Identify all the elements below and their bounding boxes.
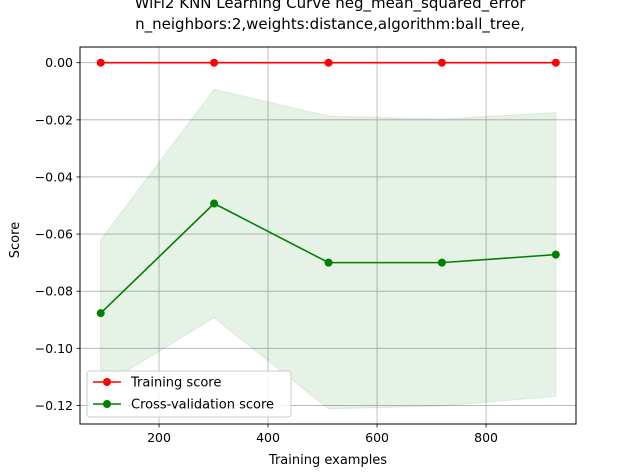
x-tick-label: 800 [474,430,498,445]
confidence-bands [100,62,557,410]
y-tick-label: 0.00 [45,55,73,70]
legend-label-cv: Cross-validation score [131,398,274,413]
y-tick-label: −0.06 [35,227,73,242]
title-line-2: n_neighbors:2,weights:distance,algorithm… [135,15,525,34]
title-line-1: WiFi2 KNN Learning Curve neg_mean_square… [135,0,527,13]
data-point [210,58,219,67]
y-tick-label: −0.10 [35,341,73,356]
y-tick-label: −0.12 [35,398,73,413]
x-tick-label: 400 [256,430,280,445]
data-point [96,309,105,318]
legend-marker-dot-training [103,378,111,386]
data-point [437,258,446,267]
legend-box [86,370,292,418]
y-tick-label: −0.08 [35,284,73,299]
data-point [551,250,560,259]
data-point [551,58,560,67]
y-axis-ticks: 0.00 −0.02 −0.04 −0.06 −0.08 −0.10 −0.12 [35,55,80,413]
x-axis-ticks: 200 400 600 800 [147,424,498,445]
data-point [210,199,219,208]
chart-title: WiFi2 KNN Learning Curve neg_mean_square… [135,0,527,34]
x-tick-label: 600 [365,430,389,445]
y-tick-label: −0.02 [35,112,73,127]
data-point [437,58,446,67]
y-tick-label: −0.04 [35,169,73,184]
x-axis-label: Training examples [268,453,387,468]
x-tick-label: 200 [147,430,171,445]
data-point [96,58,105,67]
legend-entry-training: Training score [93,376,221,391]
data-point [324,58,333,67]
legend: Training score Cross-validation score [86,370,292,418]
legend-label-training: Training score [130,376,221,391]
plot-area-frame [79,46,577,425]
data-point [324,258,333,267]
legend-entry-cv: Cross-validation score [93,398,274,413]
data-series [96,58,560,318]
confidence-band-1 [100,88,557,410]
legend-marker-dot-cv [103,400,111,408]
y-axis-label: Score [8,222,23,258]
